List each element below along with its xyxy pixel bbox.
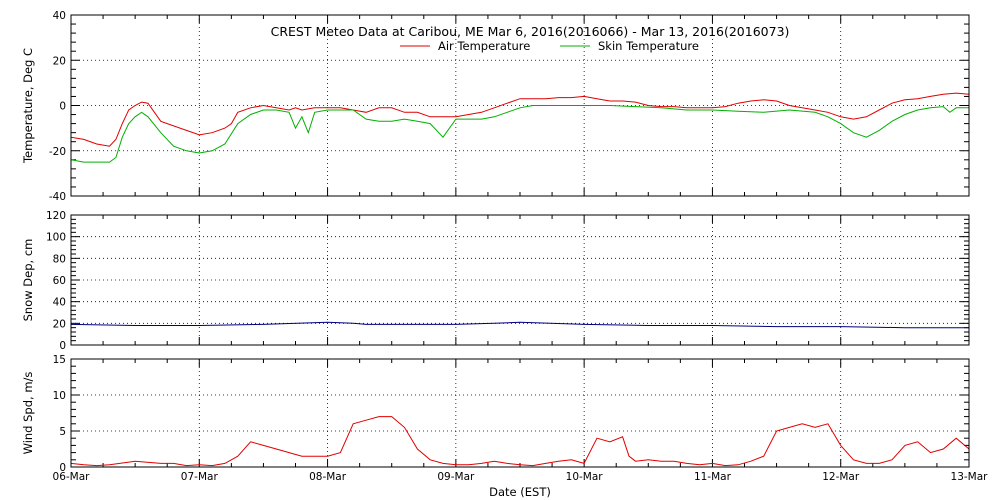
y-tick-label: 40 <box>53 297 66 309</box>
series-line-panel-3 <box>70 416 970 467</box>
series-line-skin-temperature <box>70 105 969 163</box>
x-tick-label: 13-Mar <box>951 471 989 483</box>
x-tick-label: 06-Mar <box>53 471 91 483</box>
x-axis-label: Date (EST) <box>489 485 551 499</box>
y-tick-label: 60 <box>53 275 66 287</box>
x-tick-label: 08-Mar <box>309 471 347 483</box>
y-tick-label: 0 <box>59 340 66 352</box>
x-tick-label: 07-Mar <box>181 471 219 483</box>
y-tick-label: 0 <box>59 101 66 113</box>
series-line-air-temperature <box>70 92 970 147</box>
y-tick-label: 20 <box>53 55 66 67</box>
y-axis-label: Wind Spd, m/s <box>21 372 35 455</box>
plot-frame <box>70 358 970 468</box>
plot-frame <box>70 14 970 197</box>
x-tick-label: 11-Mar <box>694 471 732 483</box>
y-tick-label: -40 <box>49 191 66 203</box>
plot-frame <box>70 214 970 346</box>
x-tick-label: 09-Mar <box>437 471 475 483</box>
y-tick-label: 10 <box>53 390 66 402</box>
y-tick-label: -20 <box>49 146 66 158</box>
panel-3: 0 5 10 15 Wind Spd, m/s <box>21 354 970 474</box>
legend-label: Skin Temperature <box>598 39 699 53</box>
panel-1: -40 -20 0 20 40 Temperature, Deg C Air Tempera… <box>21 10 970 203</box>
x-tick-label: 10-Mar <box>566 471 604 483</box>
y-tick-label: 0 <box>59 462 66 474</box>
y-tick-label: 20 <box>53 318 66 330</box>
series-line-panel-2 <box>70 321 969 329</box>
x-tick-label: 12-Mar <box>822 471 860 483</box>
y-tick-label: 40 <box>53 10 66 22</box>
panel-2: 0 20 40 60 80 100 120 Snow Dep, cm <box>21 210 970 352</box>
y-axis-label: Temperature, Deg C <box>21 48 35 164</box>
y-tick-label: 80 <box>53 253 66 265</box>
legend-label: Air Temperature <box>438 39 530 53</box>
y-tick-label: 120 <box>46 210 66 222</box>
y-tick-label: 5 <box>59 426 66 438</box>
y-axis-label: Snow Dep, cm <box>21 239 35 322</box>
chart-title: CREST Meteo Data at Caribou, ME Mar 6, 2… <box>271 24 790 39</box>
y-tick-label: 100 <box>46 232 66 244</box>
y-tick-label: 15 <box>53 354 66 366</box>
